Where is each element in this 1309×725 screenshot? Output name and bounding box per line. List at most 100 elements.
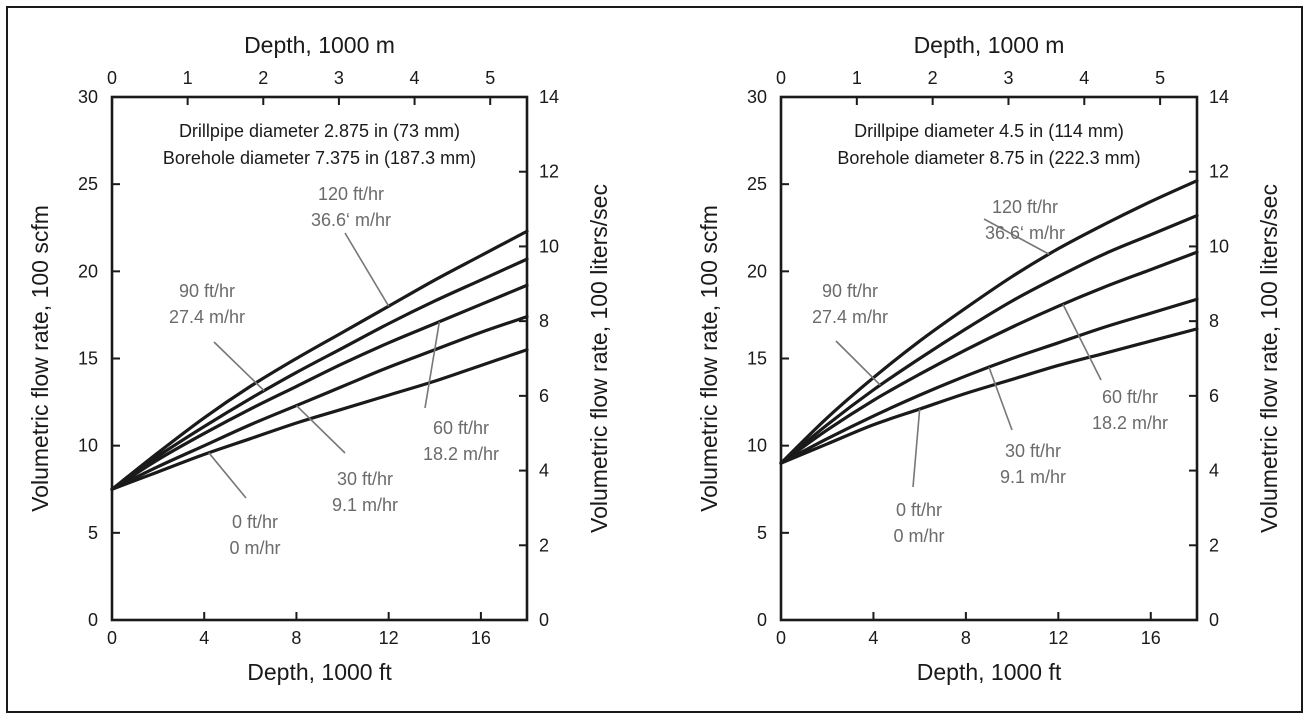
- x-tick-label: 16: [1141, 628, 1161, 648]
- annotation-label: 120 ft/hr: [318, 184, 384, 204]
- y-tick-label: 10: [78, 436, 98, 456]
- annotation-label: 60 ft/hr: [1102, 387, 1158, 407]
- x-tick-label: 8: [291, 628, 301, 648]
- x2-tick-label: 2: [928, 68, 938, 88]
- y-tick-label: 15: [747, 349, 767, 369]
- x2-tick-label: 1: [183, 68, 193, 88]
- y2-tick-label: 8: [1209, 311, 1219, 331]
- y-tick-label: 0: [757, 610, 767, 630]
- y2-tick-label: 6: [1209, 386, 1219, 406]
- annotation-leader-line: [983, 218, 1050, 255]
- y-axis-title: Volumetric flow rate, 100 scfm: [696, 205, 722, 512]
- x2-tick-label: 4: [1079, 68, 1089, 88]
- y-tick-label: 10: [747, 436, 767, 456]
- annotation-label: 90 ft/hr: [179, 281, 235, 301]
- y2-tick-label: 2: [1209, 535, 1219, 555]
- annotation-label: 9.1 m/hr: [1000, 467, 1066, 487]
- annotation-label: 30 ft/hr: [337, 469, 393, 489]
- x-tick-label: 8: [961, 628, 971, 648]
- y2-tick-label: 0: [1209, 610, 1219, 630]
- x2-tick-label: 3: [334, 68, 344, 88]
- y-tick-label: 25: [78, 174, 98, 194]
- y-tick-label: 30: [78, 87, 98, 107]
- x-axis-title: Depth, 1000 ft: [917, 659, 1062, 685]
- y2-tick-label: 12: [539, 162, 559, 182]
- y-tick-label: 15: [78, 349, 98, 369]
- x2-tick-label: 1: [852, 68, 862, 88]
- y2-axis-title: Volumetric flow rate, 100 liters/sec: [1256, 184, 1282, 533]
- series-line-0: [110, 348, 529, 491]
- y2-tick-label: 8: [539, 311, 549, 331]
- annotation-label: 18.2 m/hr: [1092, 413, 1168, 433]
- x-tick-label: 12: [1048, 628, 1068, 648]
- annotation-label: 18.2 m/hr: [423, 444, 499, 464]
- y-tick-label: 5: [757, 523, 767, 543]
- y2-tick-label: 2: [539, 535, 549, 555]
- y2-tick-label: 4: [1209, 461, 1219, 481]
- x2-tick-label: 0: [776, 68, 786, 88]
- annotation-label: 27.4 m/hr: [169, 307, 245, 327]
- x2-axis-title: Depth, 1000 m: [914, 32, 1065, 58]
- plot-area-frame: [779, 95, 1199, 622]
- series-line-4: [110, 229, 529, 491]
- x-tick-label: 12: [379, 628, 399, 648]
- x-tick-label: 4: [199, 628, 209, 648]
- series-line-2: [779, 250, 1199, 465]
- series-line-3: [110, 257, 529, 491]
- x2-tick-label: 2: [258, 68, 268, 88]
- y2-tick-label: 4: [539, 461, 549, 481]
- y2-tick-label: 6: [539, 386, 549, 406]
- annotation-label: 36.6‘ m/hr: [985, 223, 1065, 243]
- annotation-label: 0 ft/hr: [896, 500, 942, 520]
- y-axis-title: Volumetric flow rate, 100 scfm: [27, 205, 53, 512]
- annotation-leader-line: [344, 232, 390, 307]
- series-line-1: [779, 297, 1199, 465]
- y2-tick-label: 10: [539, 236, 559, 256]
- annotation-leader-line: [988, 366, 1013, 431]
- y-tick-label: 20: [747, 261, 767, 281]
- spec-line: Borehole diameter 8.75 in (222.3 mm): [837, 148, 1140, 168]
- annotation-label: 9.1 m/hr: [332, 495, 398, 515]
- series-line-0: [779, 327, 1199, 465]
- spec-line: Drillpipe diameter 2.875 in (73 mm): [179, 121, 460, 141]
- y2-tick-label: 14: [539, 87, 559, 107]
- annotation-leader-line: [424, 321, 441, 409]
- annotation-label: 90 ft/hr: [822, 281, 878, 301]
- annotation-leader-line: [835, 340, 881, 386]
- annotation-label: 0 m/hr: [229, 538, 280, 558]
- y-tick-label: 30: [747, 87, 767, 107]
- y2-tick-label: 12: [1209, 162, 1229, 182]
- x-axis-title: Depth, 1000 ft: [247, 659, 392, 685]
- chart-panel-left: 0 4 8 12 160 1 2 3 4 505101520253002468101214Dept…: [27, 32, 612, 685]
- y-tick-label: 25: [747, 174, 767, 194]
- chart-panel-right: 0 4 8 12 160 1 2 3 4 505101520253002468101214Dept…: [696, 32, 1282, 685]
- spec-line: Drillpipe diameter 4.5 in (114 mm): [854, 121, 1124, 141]
- y2-tick-label: 0: [539, 610, 549, 630]
- spec-line: Borehole diameter 7.375 in (187.3 mm): [163, 148, 476, 168]
- y2-axis-title: Volumetric flow rate, 100 liters/sec: [586, 184, 612, 533]
- series-line-1: [110, 315, 529, 491]
- annotation-label: 60 ft/hr: [433, 418, 489, 438]
- annotation-leader-line: [912, 408, 921, 488]
- figure-border: [6, 6, 1303, 713]
- x-tick-label: 0: [776, 628, 786, 648]
- x2-tick-label: 4: [410, 68, 420, 88]
- x2-tick-label: 5: [1155, 68, 1165, 88]
- annotation-label: 27.4 m/hr: [812, 307, 888, 327]
- x-tick-label: 16: [471, 628, 491, 648]
- annotation-label: 0 ft/hr: [232, 512, 278, 532]
- series-line-4: [779, 179, 1199, 465]
- annotation-leader-line: [208, 452, 247, 499]
- y2-tick-label: 14: [1209, 87, 1229, 107]
- series-line-3: [779, 213, 1199, 465]
- y2-tick-label: 10: [1209, 236, 1229, 256]
- annotation-label: 30 ft/hr: [1005, 441, 1061, 461]
- x2-tick-label: 5: [485, 68, 495, 88]
- annotation-leader-line: [295, 404, 346, 454]
- annotation-leader-line: [213, 341, 265, 392]
- y-tick-label: 5: [88, 523, 98, 543]
- series-line-2: [110, 283, 529, 491]
- annotation-label: 36.6‘ m/hr: [311, 210, 391, 230]
- y-tick-label: 20: [78, 261, 98, 281]
